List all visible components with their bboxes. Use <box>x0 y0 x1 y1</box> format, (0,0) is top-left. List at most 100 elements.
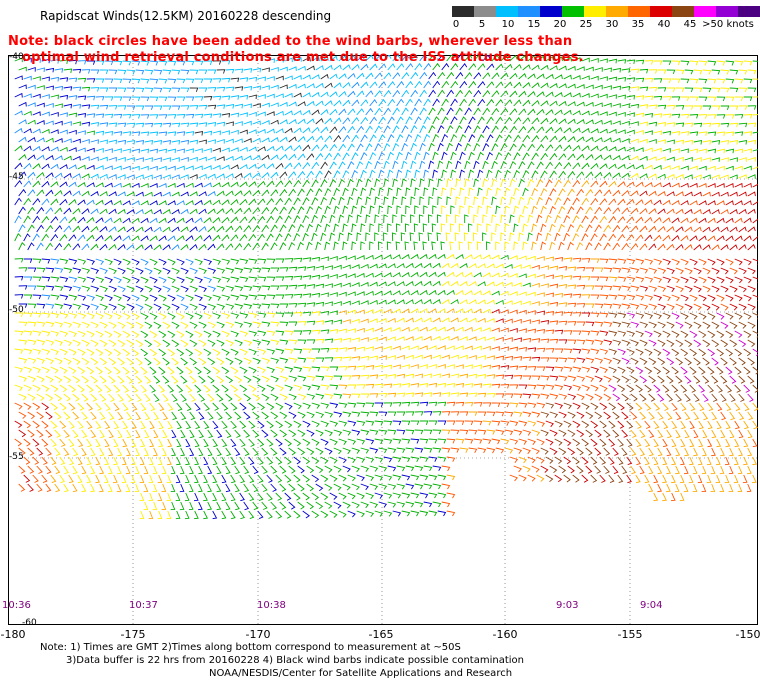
wind-barb <box>455 89 463 98</box>
wind-barb <box>684 156 693 162</box>
wind-barb <box>455 438 465 444</box>
wind-barb <box>356 143 364 152</box>
wind-barb <box>432 298 441 305</box>
wind-barb <box>329 328 339 334</box>
wind-barb <box>122 235 131 242</box>
wind-barb <box>716 200 725 206</box>
wind-barb <box>198 501 203 511</box>
wind-barb <box>293 275 303 281</box>
wind-barb <box>450 392 460 397</box>
wind-barb <box>216 86 226 92</box>
wind-barb <box>180 174 189 179</box>
wind-barb <box>153 122 163 128</box>
wind-barb <box>351 393 361 399</box>
wind-barb <box>738 447 743 457</box>
wind-barb <box>482 125 490 134</box>
wind-barb <box>612 393 621 402</box>
wind-barb <box>99 156 108 162</box>
wind-barb <box>167 456 172 466</box>
wind-barb <box>45 465 52 475</box>
time-label-904: 9:04 <box>640 600 663 611</box>
wind-barb <box>639 104 649 109</box>
wind-barb <box>653 234 662 242</box>
wind-barb <box>558 188 566 197</box>
wind-barb <box>531 301 540 306</box>
wind-barb <box>707 276 716 284</box>
wind-barb <box>455 214 460 224</box>
wind-barb <box>41 163 50 170</box>
wind-barb <box>320 196 327 206</box>
wind-barb <box>14 294 24 299</box>
wind-barb <box>576 447 584 456</box>
wind-barb <box>374 90 383 98</box>
lat-label-50: -50 <box>9 305 24 315</box>
wind-barb <box>23 180 32 188</box>
wind-barb <box>113 276 122 284</box>
wind-barb <box>410 420 420 426</box>
wind-barb <box>63 121 72 126</box>
wind-barb <box>54 447 61 457</box>
wind-barb <box>81 429 88 439</box>
wind-barb <box>90 139 99 144</box>
wind-barb <box>171 191 180 197</box>
wind-barb <box>45 447 52 456</box>
wind-barb <box>113 348 122 357</box>
wind-barb <box>738 122 748 128</box>
legend-label: >50 knots <box>702 19 754 30</box>
wind-barb <box>617 129 626 135</box>
wind-barb <box>261 102 270 108</box>
wind-barb <box>680 182 689 188</box>
wind-barb <box>648 173 657 179</box>
wind-barb <box>113 96 123 101</box>
wind-barb <box>72 190 81 197</box>
wind-barb <box>693 357 701 366</box>
wind-barb <box>630 68 640 74</box>
wind-barb <box>225 190 234 197</box>
wind-barb <box>122 402 129 412</box>
lon-label-150: -150 <box>735 628 760 641</box>
wind-barb <box>234 172 243 179</box>
wind-barb <box>45 224 54 233</box>
wind-barb <box>189 267 198 275</box>
wind-barb <box>315 301 325 307</box>
wind-barb <box>77 366 86 375</box>
wind-barb <box>419 196 424 206</box>
wind-barb <box>14 127 23 134</box>
wind-barb <box>522 375 532 380</box>
wind-barb <box>320 510 329 518</box>
wind-barb <box>666 139 675 145</box>
wind-barb <box>522 337 532 343</box>
wind-barb <box>635 474 641 484</box>
wind-barb <box>176 131 186 136</box>
wind-barb <box>455 71 464 80</box>
wind-barb <box>428 474 438 481</box>
wind-barb <box>143 465 149 475</box>
wind-barb <box>180 465 185 475</box>
wind-barb <box>365 420 375 426</box>
wind-barb <box>41 420 49 429</box>
wind-barb <box>32 474 39 483</box>
wind-barb <box>342 64 351 71</box>
wind-barb <box>567 101 576 107</box>
wind-barb <box>351 483 360 491</box>
wind-barb <box>342 152 350 161</box>
wind-barb <box>198 69 208 75</box>
wind-barb <box>540 187 548 197</box>
wind-barb <box>401 438 411 444</box>
wind-barb <box>698 456 703 466</box>
wind-barb <box>356 214 362 224</box>
wind-barb <box>320 179 328 188</box>
wind-barb <box>725 165 734 171</box>
wind-barb <box>86 182 95 188</box>
wind-barb <box>446 382 456 388</box>
wind-barb <box>477 98 486 107</box>
wind-barb <box>653 113 663 118</box>
wind-barb <box>108 285 117 293</box>
wind-barb <box>423 392 433 397</box>
wind-barb <box>572 92 581 98</box>
wind-barb <box>378 393 388 398</box>
wind-barb <box>711 285 720 293</box>
wind-barb <box>734 200 743 206</box>
time-label-1037: 10:37 <box>129 600 158 611</box>
wind-barb <box>95 312 104 320</box>
